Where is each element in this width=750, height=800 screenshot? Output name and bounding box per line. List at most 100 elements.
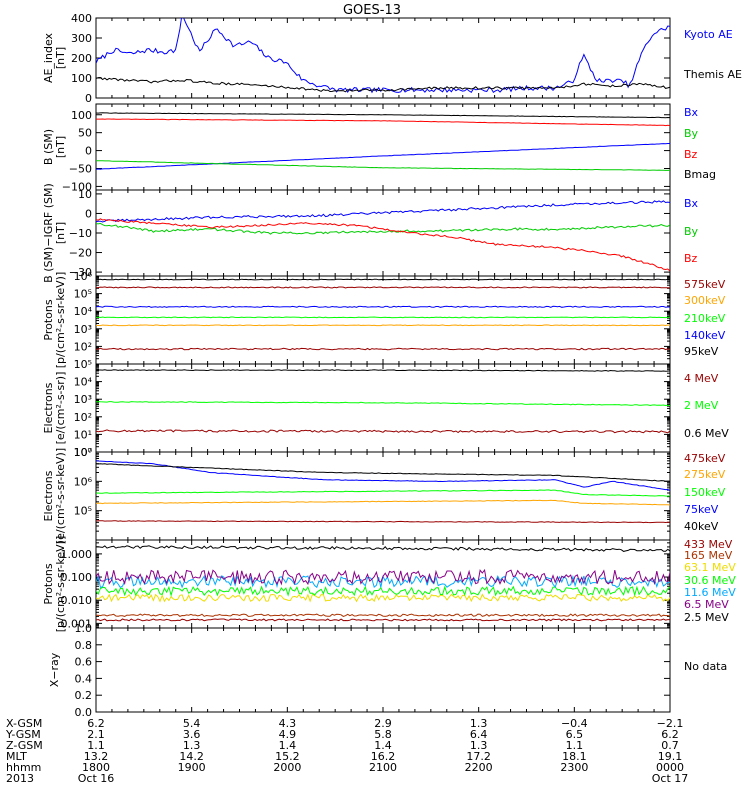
ephemeris-value: 4.9 bbox=[279, 728, 297, 741]
y-tick-label: 200 bbox=[71, 52, 92, 65]
series-line bbox=[96, 460, 670, 491]
ephemeris-row-label: hhmm bbox=[6, 761, 41, 774]
ephemeris-value: −2.1 bbox=[657, 717, 684, 730]
ephemeris-value: 2100 bbox=[369, 761, 397, 774]
legend-entry: 95keV bbox=[684, 345, 719, 358]
ephemeris-value: 1900 bbox=[178, 761, 206, 774]
ephemeris-value: 1.3 bbox=[470, 717, 488, 730]
y-tick-label: 0.2 bbox=[75, 689, 93, 702]
series-line bbox=[96, 520, 670, 524]
ephemeris-row-label: MLT bbox=[6, 750, 27, 763]
series-line bbox=[96, 305, 670, 308]
legend-entry: 300keV bbox=[684, 294, 726, 307]
y-axis-label: [p/(cm²-s-sr-keV)] bbox=[54, 536, 67, 633]
ephemeris-value: 2000 bbox=[273, 761, 301, 774]
series-line bbox=[96, 545, 670, 552]
series-line bbox=[96, 463, 670, 482]
y-tick-label: −20 bbox=[69, 247, 92, 260]
y-axis-label: [nT] bbox=[54, 222, 67, 244]
legend-entry: Bz bbox=[684, 148, 698, 161]
ephemeris-value: 2200 bbox=[465, 761, 493, 774]
legend-entry: Bx bbox=[684, 106, 699, 119]
legend-entry: By bbox=[684, 127, 699, 140]
ephemeris-value: 14.2 bbox=[179, 750, 204, 763]
y-tick-label: −30 bbox=[69, 266, 92, 279]
ephemeris-value: Oct 17 bbox=[652, 772, 689, 785]
ephemeris-row-label: Y-GSM bbox=[5, 728, 41, 741]
legend-entry: 63.1 MeV bbox=[684, 561, 736, 574]
legend-entry: 275keV bbox=[684, 468, 726, 481]
panel-frame bbox=[95, 451, 671, 541]
y-tick-label: 0.100 bbox=[61, 571, 93, 584]
legend-entry: Themis AE bbox=[683, 68, 742, 81]
y-tick-label: 10⁵ bbox=[74, 288, 92, 301]
no-data-note: No data bbox=[684, 660, 727, 673]
y-axis-label: [e/(cm²-s-sr-keV)] bbox=[54, 448, 67, 544]
y-tick-label: 10³ bbox=[74, 323, 92, 336]
ephemeris-value: 13.2 bbox=[84, 750, 109, 763]
y-tick-label: 0.010 bbox=[61, 594, 93, 607]
y-axis-label: [nT] bbox=[54, 136, 67, 158]
ephemeris-value: 19.1 bbox=[658, 750, 683, 763]
panel-frame bbox=[95, 275, 671, 365]
series-line bbox=[96, 369, 670, 372]
y-axis-label: B (SM) bbox=[42, 129, 55, 165]
legend-entry: 140keV bbox=[684, 329, 726, 342]
y-axis-label: Electrons bbox=[42, 470, 55, 521]
y-tick-label: 10⁷ bbox=[74, 446, 92, 459]
series-line bbox=[96, 160, 670, 171]
y-axis-label: AE_index bbox=[42, 32, 55, 83]
ephemeris-value: −0.4 bbox=[561, 717, 588, 730]
ephemeris-value: 6.2 bbox=[661, 728, 679, 741]
y-tick-label: 0.4 bbox=[75, 672, 93, 685]
series-line bbox=[96, 278, 670, 281]
y-tick-label: 10⁵ bbox=[74, 358, 92, 371]
legend-entry: 165 MeV bbox=[684, 549, 733, 562]
ephemeris-value: 1.4 bbox=[374, 739, 392, 752]
ephemeris-value: 6.5 bbox=[566, 728, 584, 741]
series-line bbox=[96, 200, 670, 223]
ephemeris-value: 18.1 bbox=[562, 750, 587, 763]
y-axis-label: Electrons bbox=[42, 382, 55, 433]
y-tick-label: 10 bbox=[78, 188, 92, 201]
ephemeris-row-label: X-GSM bbox=[6, 717, 42, 730]
panel-xray: 0.0 0.2 0.4 0.6 0.8 1.0 X−ray No data bbox=[48, 622, 727, 719]
y-tick-label: 0.0 bbox=[75, 706, 93, 719]
ephemeris-value: 1.4 bbox=[279, 739, 297, 752]
y-tick-label: 100 bbox=[71, 72, 92, 85]
ephemeris-value: 2300 bbox=[560, 761, 588, 774]
panel-frame bbox=[95, 189, 671, 277]
series-line bbox=[96, 218, 670, 272]
y-tick-label: 1.0 bbox=[75, 622, 93, 635]
ephemeris-value: 5.4 bbox=[183, 717, 201, 730]
y-tick-label: −50 bbox=[69, 163, 92, 176]
panel-bsm: −100 −50 0 50 100 B (SM) [nT] Bx By Bz Bmag bbox=[42, 103, 716, 193]
series-line bbox=[96, 585, 670, 597]
y-tick-label: 1.000 bbox=[61, 548, 93, 561]
y-tick-label: −100 bbox=[62, 180, 92, 193]
y-tick-label: 10² bbox=[74, 340, 92, 353]
ephemeris-row-label: Z-GSM bbox=[6, 739, 43, 752]
panel-electrons_kev: 10⁵ 10⁶ 10⁷ Electrons [e/(cm²-s-sr-keV)] 475k… bbox=[42, 446, 726, 544]
panel-electrons_mev: 10⁰ 10¹ 10² 10³ 10⁴ 10⁵ Electrons [e/(cm²-s-sr)… bbox=[42, 358, 729, 459]
panel-frame bbox=[95, 363, 671, 453]
series-line bbox=[96, 18, 670, 94]
series-line bbox=[96, 118, 670, 127]
y-axis-label: Protons bbox=[42, 563, 55, 604]
ephemeris-value: 3.6 bbox=[183, 728, 201, 741]
series-line bbox=[96, 112, 670, 119]
ephemeris-value: 17.2 bbox=[466, 750, 491, 763]
ephemeris-value: 0.7 bbox=[661, 739, 679, 752]
legend-entry: Bz bbox=[684, 252, 698, 265]
ephemeris-value: 6.2 bbox=[87, 717, 105, 730]
legend-entry: 11.6 MeV bbox=[684, 586, 736, 599]
y-tick-label: 10³ bbox=[74, 393, 92, 406]
legend-entry: Bmag bbox=[684, 168, 716, 181]
legend-entry: 210keV bbox=[684, 312, 726, 325]
plot-title: GOES-13 bbox=[343, 3, 401, 18]
legend-entry: 575keV bbox=[684, 278, 726, 291]
series-line bbox=[96, 489, 670, 497]
y-tick-label: 100 bbox=[71, 109, 92, 122]
